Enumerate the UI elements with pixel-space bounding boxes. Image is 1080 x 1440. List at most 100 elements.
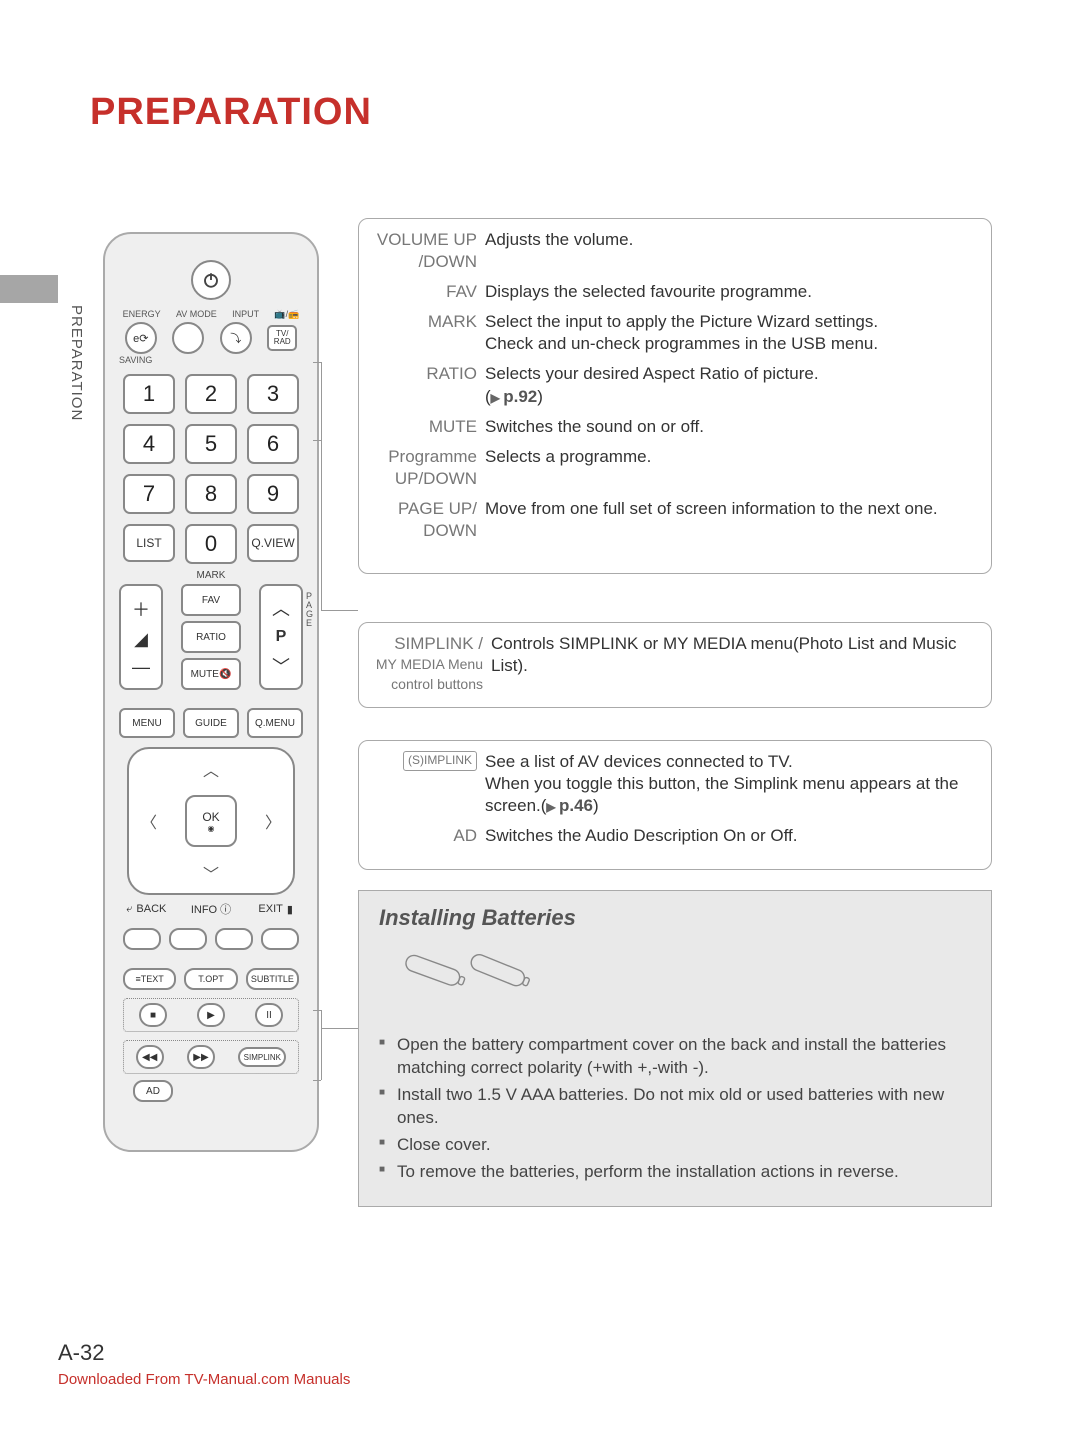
arrow-left-icon: 〈	[141, 809, 157, 833]
text-ad: Switches the Audio Description On or Off…	[485, 825, 977, 847]
fav-button: FAV	[181, 584, 241, 616]
top-button-labels: ENERGY AV MODE INPUT 📺/📻	[115, 309, 307, 320]
plus-icon: ＋	[132, 596, 150, 622]
text-simplink-media: Controls SIMPLINK or MY MEDIA menu(Photo…	[491, 633, 977, 694]
text-simplink: See a list of AV devices connected to TV…	[485, 751, 977, 817]
subtitle-button: SUBTITLE	[246, 968, 299, 990]
ok-button: OK ◉	[185, 795, 237, 847]
playback-row-2: ◀◀ ▶▶ SIMPLINK	[123, 1040, 299, 1074]
install-step-1: Open the battery compartment cover on th…	[379, 1034, 971, 1080]
leader-tick-2b	[313, 1080, 321, 1081]
key-9: 9	[247, 474, 299, 514]
arrow-down-icon: ﹀	[203, 861, 219, 885]
volume-programme-block: ＋ ◢ — FAV RATIO MUTE 🔇 ︿ P ﹀	[119, 584, 303, 690]
center-small-buttons: FAV RATIO MUTE 🔇	[181, 584, 241, 690]
description-box-2: SIMPLINK / MY MEDIA Menu control buttons…	[358, 622, 992, 708]
ad-button: AD	[133, 1080, 173, 1102]
minus-icon: —	[132, 657, 150, 678]
text-fav: Displays the selected favourite programm…	[485, 281, 977, 303]
mute-button: MUTE 🔇	[181, 658, 241, 690]
key-8: 8	[185, 474, 237, 514]
qmenu-button: Q.MENU	[247, 708, 303, 738]
key-3: 3	[247, 374, 299, 414]
list-button: LIST	[123, 524, 175, 562]
number-pad: 1 2 3 4 5 6 7 8 9 LIST 0 Q.VIEW	[123, 374, 299, 564]
dpad: ︿ ﹀ 〈 〉 OK ◉	[127, 747, 295, 895]
back-button: ⤶BACK	[119, 897, 174, 921]
ratio-button: RATIO	[181, 621, 241, 653]
text-page: Move from one full set of screen informa…	[485, 498, 977, 542]
text-mute: Switches the sound on or off.	[485, 416, 977, 438]
leader-tick-1a	[313, 362, 321, 363]
leader-line-2v	[321, 1010, 322, 1080]
text-button: ≡TEXT	[123, 968, 176, 990]
install-step-3: Close cover.	[379, 1134, 971, 1157]
battery-illustration	[395, 947, 545, 1011]
install-step-2: Install two 1.5 V AAA batteries. Do not …	[379, 1084, 971, 1130]
power-button	[191, 260, 231, 300]
green-button	[169, 928, 207, 950]
leader-line-1v	[321, 362, 322, 610]
side-tab	[0, 275, 58, 303]
label-ratio: RATIO	[373, 363, 485, 407]
back-info-exit-row: ⤶BACK INFO ⓘ EXIT ▮	[119, 897, 303, 921]
install-step-4: To remove the batteries, perform the ins…	[379, 1161, 971, 1184]
play-button: ▶	[197, 1003, 225, 1027]
programme-rocker: ︿ P ﹀	[259, 584, 303, 690]
remote-control-diagram: ENERGY AV MODE INPUT 📺/📻 e⟳ ⤵ TV/ RAD SA…	[103, 232, 319, 1152]
label-programme: Programme UP/DOWN	[373, 446, 485, 490]
volume-rocker: ＋ ◢ —	[119, 584, 163, 690]
key-7: 7	[123, 474, 175, 514]
energy-label: ENERGY	[123, 309, 161, 320]
page-number: A-32	[58, 1340, 104, 1366]
text-volume: Adjusts the volume.	[485, 229, 977, 273]
tvrad-icon-label: 📺/📻	[274, 309, 299, 320]
stop-button: ■	[139, 1003, 167, 1027]
exit-icon: ▮	[287, 903, 293, 916]
key-5: 5	[185, 424, 237, 464]
qview-button: Q.VIEW	[247, 524, 299, 562]
label-fav: FAV	[373, 281, 485, 303]
info-button: INFO ⓘ	[184, 897, 239, 921]
record-dot-icon: ◉	[208, 824, 215, 833]
page-title: PREPARATION	[90, 91, 372, 134]
label-mute: MUTE	[373, 416, 485, 438]
simplink-button: SIMPLINK	[238, 1047, 286, 1067]
tvrad-button: TV/ RAD	[267, 325, 297, 351]
label-volume: VOLUME UP /DOWN	[373, 229, 485, 273]
description-box-3: (S)IMPLINK See a list of AV devices conn…	[358, 740, 992, 870]
text-programme: Selects a programme.	[485, 446, 977, 490]
avmode-label: AV MODE	[176, 309, 217, 320]
saving-label: SAVING	[119, 355, 152, 365]
leader-line-1	[321, 610, 358, 611]
key-1: 1	[123, 374, 175, 414]
install-title: Installing Batteries	[379, 905, 971, 931]
download-note: Downloaded From TV-Manual.com Manuals	[58, 1371, 350, 1388]
label-page: PAGE UP/ DOWN	[373, 498, 485, 542]
text-mark: Select the input to apply the Picture Wi…	[485, 311, 977, 355]
text-options-row: ≡TEXT T.OPT SUBTITLE	[123, 968, 299, 990]
leader-tick-1b	[313, 440, 321, 441]
chevron-up-icon: ︿	[272, 595, 290, 621]
label-ad: AD	[373, 825, 485, 847]
blue-button	[261, 928, 299, 950]
volume-icon: ◢	[134, 629, 148, 650]
arrow-right-icon: 〉	[265, 809, 281, 833]
description-box-1: VOLUME UP /DOWNAdjusts the volume. FAVDi…	[358, 218, 992, 574]
mute-icon: 🔇	[219, 669, 231, 680]
key-2: 2	[185, 374, 237, 414]
install-steps-list: Open the battery compartment cover on th…	[379, 1034, 971, 1184]
pause-button: II	[255, 1003, 283, 1027]
yellow-button	[215, 928, 253, 950]
red-button	[123, 928, 161, 950]
energy-button: e⟳	[125, 322, 157, 354]
playback-row-1: ■ ▶ II	[123, 998, 299, 1032]
label-simplink-media: SIMPLINK / MY MEDIA Menu control buttons	[373, 633, 491, 694]
topt-button: T.OPT	[184, 968, 237, 990]
menu-guide-row: MENU GUIDE Q.MENU	[119, 708, 303, 738]
color-buttons-row	[123, 928, 299, 950]
mark-label: MARK	[197, 570, 226, 581]
p-label: P	[276, 628, 287, 646]
menu-button: MENU	[119, 708, 175, 738]
input-button: ⤵	[220, 322, 252, 354]
